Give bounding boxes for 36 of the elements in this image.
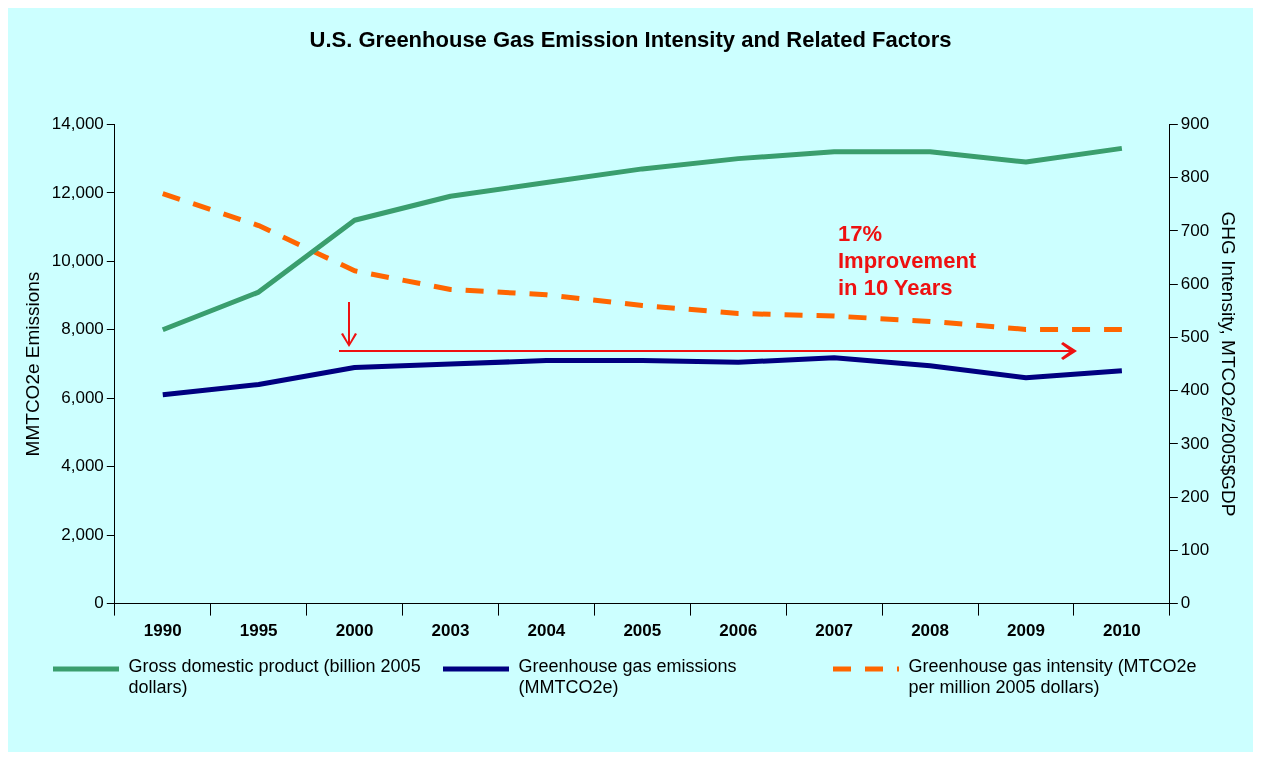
y-tick-label: 14,000 — [51, 114, 104, 134]
y-tick-label: 2,000 — [61, 524, 104, 544]
y2-tick-label: 700 — [1180, 220, 1210, 240]
x-tick-label: 2000 — [335, 621, 374, 641]
legend-label: Greenhouse gas emissions (MMTCO2e) — [518, 656, 738, 698]
x-tick-label: 1990 — [143, 621, 182, 641]
x-tick-label: 2008 — [911, 621, 949, 641]
y2-tick-label: 100 — [1180, 540, 1210, 560]
x-tick-label: 2009 — [1007, 621, 1045, 641]
y2-tick-label: 200 — [1180, 486, 1210, 506]
y-tick-label: 10,000 — [51, 251, 104, 270]
x-tick-label: 2003 — [431, 621, 470, 641]
y-tick-label: 0 — [94, 593, 104, 613]
y2-tick-label: 400 — [1180, 380, 1210, 400]
y2-axis-title: GHG Intensity, MTCO2e/2005$GDP — [1218, 211, 1240, 517]
x-tick-label: 2006 — [719, 621, 758, 641]
y-axis-title: MMTCO2e Emissions — [21, 271, 43, 457]
legend-label: Greenhouse gas intensity (MTCO2e per million 2005 dollars) — [908, 656, 1198, 698]
chart-title: U.S. Greenhouse Gas Emission Intensity and Related Factors — [309, 27, 952, 53]
x-tick-label: 2005 — [623, 621, 662, 641]
y2-tick-label: 900 — [1180, 114, 1210, 134]
x-tick-label: 2004 — [527, 621, 566, 641]
y2-tick-label: 800 — [1180, 167, 1210, 187]
y-tick-label: 6,000 — [61, 387, 104, 407]
y2-tick-label: 300 — [1180, 433, 1210, 453]
y-tick-label: 8,000 — [61, 319, 104, 339]
y2-tick-label: 500 — [1180, 327, 1210, 347]
x-tick-label: 2010 — [1102, 621, 1141, 641]
y-tick-label: 12,000 — [51, 182, 104, 202]
legend-label: Gross domestic product (billion 2005 dollars) — [128, 656, 422, 698]
x-tick-label: 1995 — [239, 621, 278, 641]
y-tick-label: 4,000 — [61, 456, 104, 476]
y2-tick-label: 0 — [1180, 593, 1191, 613]
y2-tick-label: 600 — [1180, 273, 1210, 293]
x-tick-label: 2007 — [815, 621, 854, 641]
annotation: 17% Improvement in 10 Years — [838, 220, 978, 301]
